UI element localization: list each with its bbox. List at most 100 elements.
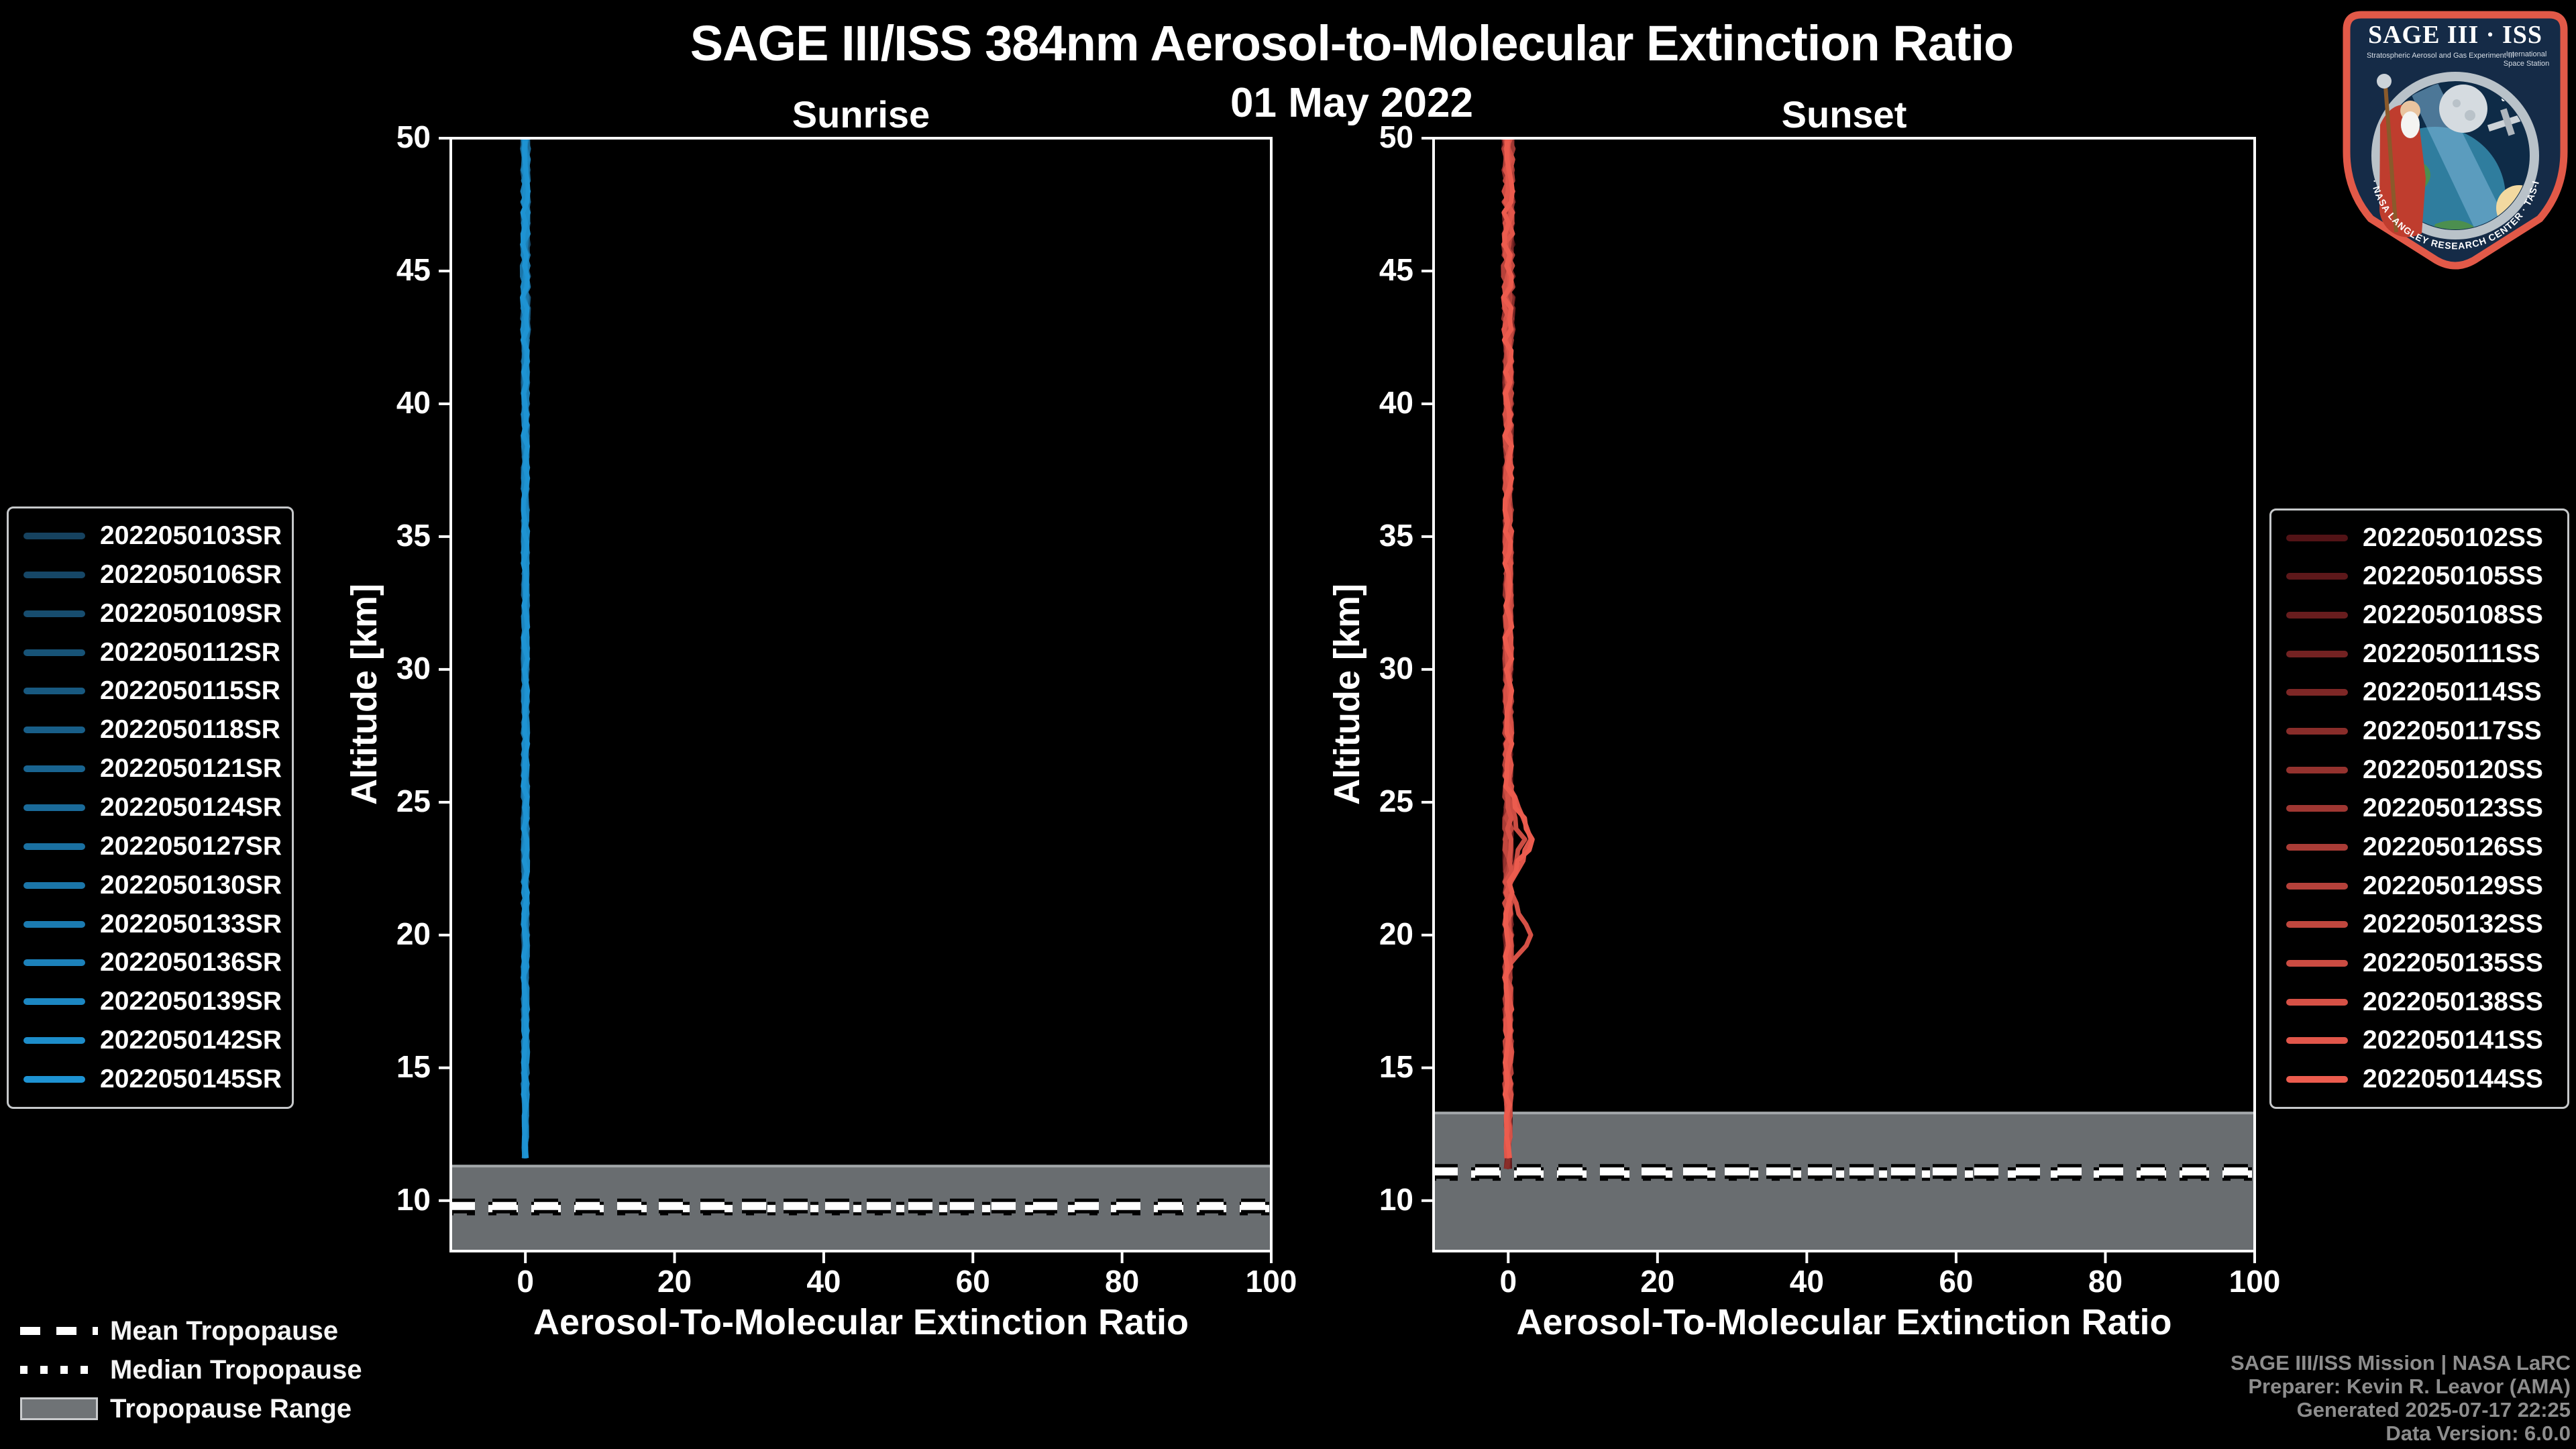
x-tick-label-sunrise-100: 100 — [1245, 1264, 1297, 1299]
y-tick-label-sunrise-50: 50 — [396, 119, 431, 154]
x-tick-label-sunrise-80: 80 — [1105, 1264, 1140, 1299]
legend-entry-2022050118SR: 2022050118SR — [9, 715, 292, 745]
legend-entry-2022050135SS: 2022050135SS — [2271, 949, 2567, 978]
credits-data-version: Data Version: 6.0.0 — [2385, 1421, 2571, 1445]
y-tick-label-sunset-45: 45 — [1379, 252, 1413, 287]
y-tick-label-sunset-15: 15 — [1379, 1049, 1413, 1084]
legend-entry-label: 2022050135SS — [2363, 949, 2543, 978]
y-tick-label-sunset-20: 20 — [1379, 916, 1413, 951]
y-tick-label-sunset-30: 30 — [1379, 650, 1413, 686]
panel-sunset — [1421, 137, 2256, 1263]
legend-line-swatch — [2286, 921, 2348, 928]
credits-preparer: Preparer: Kevin R. Leavor (AMA) — [2248, 1375, 2571, 1398]
legend-entry-label: 2022050130SR — [100, 870, 282, 900]
legend-entry-label: 2022050129SS — [2363, 871, 2543, 900]
legend-line-swatch — [23, 765, 85, 773]
legend-entry-label: 2022050109SR — [100, 598, 282, 628]
x-tick-label-sunrise-60: 60 — [955, 1264, 990, 1299]
sunrise-event-legend: 2022050103SR 2022050106SR 2022050109SR 2022… — [7, 506, 294, 1109]
figure-title: SAGE III/ISS 384nm Aerosol-to-Molecular … — [690, 15, 2015, 71]
legend-line-swatch — [23, 1037, 85, 1044]
legend-entry-label: 2022050139SR — [100, 987, 282, 1016]
legend-entry-label: 2022050118SR — [100, 715, 280, 745]
legend-line-swatch — [2286, 612, 2348, 619]
legend-entry-label: 2022050105SS — [2363, 561, 2543, 591]
legend-entry-label: 2022050127SR — [100, 831, 282, 861]
y-tick-label-sunrise-10: 10 — [396, 1181, 431, 1217]
patch-subtitle-right-2: Space Station — [2504, 60, 2550, 68]
legend-line-swatch — [23, 571, 85, 578]
legend-entry-2022050103SR: 2022050103SR — [9, 521, 292, 551]
y-tick-label-sunrise-35: 35 — [396, 517, 431, 553]
legend-entry-2022050124SR: 2022050124SR — [9, 793, 292, 822]
legend-entry-2022050145SR: 2022050145SR — [9, 1065, 292, 1094]
legend-entry-label: 2022050144SS — [2363, 1065, 2543, 1094]
y-tick-label-sunrise-45: 45 — [396, 252, 431, 287]
legend-entry-2022050142SR: 2022050142SR — [9, 1026, 292, 1055]
legend-line-swatch — [2286, 805, 2348, 812]
legend-line-swatch — [23, 881, 85, 889]
legend-entry-2022050139SR: 2022050139SR — [9, 987, 292, 1016]
legend-entry-2022050102SS: 2022050102SS — [2271, 523, 2567, 553]
x-tick-label-sunset-100: 100 — [2229, 1264, 2281, 1299]
legend-line-swatch — [23, 688, 85, 695]
x-tick-label-sunset-40: 40 — [1789, 1264, 1824, 1299]
legend-entry-label: 2022050121SR — [100, 754, 282, 784]
sunset-y-axis-label: Altitude [km] — [1327, 584, 1367, 805]
median-tropopause-label: Median Tropopause — [110, 1354, 362, 1385]
x-tick-label-sunrise-40: 40 — [806, 1264, 841, 1299]
sunrise-plot-area — [439, 137, 1273, 1263]
profile-line-2022050144SS — [1501, 138, 1535, 1159]
sunset-event-legend: 2022050102SS 2022050105SS 2022050108SS 2022… — [2269, 508, 2569, 1109]
mean-tropopause-line-swatch — [20, 1327, 98, 1335]
patch-title: SAGE III · ISS — [2368, 21, 2542, 49]
legend-entry-label: 2022050136SR — [100, 948, 282, 977]
tropopause-range-band — [1434, 1113, 2255, 1251]
legend-entry-2022050117SS: 2022050117SS — [2271, 716, 2567, 746]
y-tick-label-sunset-25: 25 — [1379, 783, 1413, 818]
legend-entry-label: 2022050112SR — [100, 637, 280, 667]
legend-entry-2022050121SR: 2022050121SR — [9, 754, 292, 784]
credits-block: SAGE III/ISS Mission | NASA LaRC Prepare… — [2231, 1351, 2571, 1445]
legend-entry-2022050133SR: 2022050133SR — [9, 910, 292, 939]
x-tick-label-sunset-0: 0 — [1499, 1264, 1517, 1299]
legend-line-swatch — [2286, 1037, 2348, 1044]
legend-line-swatch — [2286, 882, 2348, 890]
legend-entry-label: 2022050106SR — [100, 559, 282, 589]
plot-border — [1432, 137, 2256, 1252]
sunset-plot-area — [1421, 137, 2256, 1263]
legend-entry-2022050111SS: 2022050111SS — [2271, 639, 2567, 669]
y-tick-label-sunrise-30: 30 — [396, 650, 431, 686]
patch-subtitle-left: Stratospheric Aerosol and Gas Experiment… — [2367, 52, 2514, 60]
legend-entry-label: 2022050126SS — [2363, 833, 2543, 862]
sunrise-y-axis-label: Altitude [km] — [344, 584, 384, 805]
legend-entry-2022050136SR: 2022050136SR — [9, 948, 292, 977]
moon-crater — [2465, 110, 2475, 121]
legend-entry-2022050114SS: 2022050114SS — [2271, 678, 2567, 707]
legend-entry-label: 2022050141SS — [2363, 1026, 2543, 1055]
legend-entry-label: 2022050115SR — [100, 676, 280, 706]
legend-line-swatch — [2286, 766, 2348, 773]
legend-line-swatch — [2286, 534, 2348, 541]
legend-tropopause-range: Tropopause Range — [20, 1390, 352, 1428]
legend-line-swatch — [23, 649, 85, 656]
legend-entry-label: 2022050120SS — [2363, 755, 2543, 784]
legend-line-swatch — [23, 727, 85, 734]
y-tick-label-sunset-50: 50 — [1379, 119, 1413, 154]
legend-line-swatch — [2286, 1076, 2348, 1083]
y-tick-label-sunset-10: 10 — [1379, 1181, 1413, 1217]
iss-icon — [2487, 108, 2528, 136]
legend-entry-2022050109SR: 2022050109SR — [9, 599, 292, 629]
legend-line-swatch — [2286, 998, 2348, 1006]
legend-entry-2022050132SS: 2022050132SS — [2271, 910, 2567, 939]
sage-figure — [2377, 74, 2426, 237]
legend-entry-2022050112SR: 2022050112SR — [9, 638, 292, 667]
y-tick-label-sunrise-20: 20 — [396, 916, 431, 951]
legend-line-swatch — [23, 610, 85, 617]
profile-line-2022050145SR — [520, 138, 531, 1159]
x-tick-label-sunrise-0: 0 — [517, 1264, 534, 1299]
legend-entry-2022050126SS: 2022050126SS — [2271, 833, 2567, 862]
light-beam — [2412, 83, 2512, 229]
legend-entry-2022050129SS: 2022050129SS — [2271, 871, 2567, 901]
